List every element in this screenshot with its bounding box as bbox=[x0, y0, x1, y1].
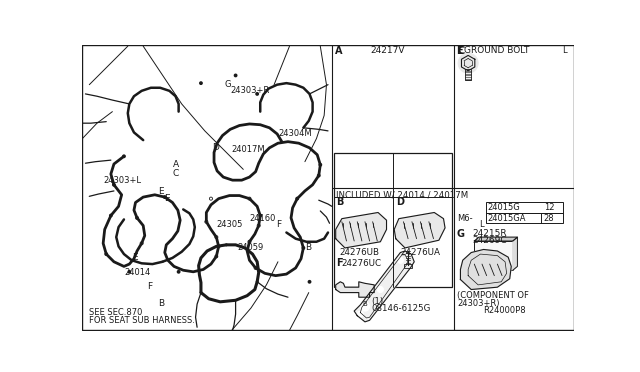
Text: B: B bbox=[305, 243, 311, 252]
Text: B: B bbox=[336, 197, 343, 207]
Text: INCLUDED W/ 24014 / 24017M: INCLUDED W/ 24014 / 24017M bbox=[336, 190, 468, 199]
Circle shape bbox=[127, 270, 131, 274]
Text: 24015G: 24015G bbox=[488, 203, 520, 212]
Text: 24303+R: 24303+R bbox=[230, 86, 269, 95]
Circle shape bbox=[163, 195, 166, 199]
Circle shape bbox=[177, 270, 180, 274]
Text: 24015GA: 24015GA bbox=[488, 214, 526, 223]
Text: SEE SEC.870: SEE SEC.870 bbox=[90, 308, 143, 317]
Bar bbox=[474, 241, 513, 270]
Text: G: G bbox=[456, 230, 465, 240]
Text: B: B bbox=[363, 301, 367, 307]
Text: E: E bbox=[159, 187, 164, 196]
Text: (1): (1) bbox=[371, 297, 383, 306]
Text: E: E bbox=[132, 253, 137, 262]
Circle shape bbox=[397, 257, 403, 263]
Circle shape bbox=[104, 252, 108, 256]
Text: 24303+R): 24303+R) bbox=[458, 299, 500, 308]
Circle shape bbox=[214, 254, 218, 258]
Text: 24276UB: 24276UB bbox=[340, 248, 380, 257]
Polygon shape bbox=[336, 212, 387, 248]
Circle shape bbox=[112, 183, 116, 187]
Text: 24276UC: 24276UC bbox=[342, 259, 382, 268]
Text: 24305: 24305 bbox=[216, 220, 243, 229]
Text: 24304M: 24304M bbox=[278, 129, 312, 138]
Circle shape bbox=[488, 250, 499, 261]
Text: 24276UA: 24276UA bbox=[401, 248, 440, 257]
Circle shape bbox=[109, 214, 113, 218]
Text: GROUND BOLT: GROUND BOLT bbox=[464, 46, 530, 55]
Text: R24000P8: R24000P8 bbox=[484, 307, 526, 315]
Polygon shape bbox=[461, 55, 475, 71]
Circle shape bbox=[317, 174, 321, 177]
Text: C: C bbox=[458, 46, 465, 56]
Circle shape bbox=[378, 286, 383, 293]
Text: A: A bbox=[335, 46, 342, 56]
Circle shape bbox=[259, 214, 262, 218]
Text: 24017M: 24017M bbox=[232, 145, 266, 154]
Bar bbox=[486, 202, 563, 212]
Circle shape bbox=[301, 246, 305, 250]
Circle shape bbox=[122, 154, 126, 158]
Text: L: L bbox=[479, 220, 484, 229]
Polygon shape bbox=[474, 237, 517, 241]
Text: (COMPONENT OF: (COMPONENT OF bbox=[458, 291, 529, 300]
Circle shape bbox=[295, 197, 299, 201]
Text: 24215R: 24215R bbox=[473, 230, 508, 238]
Text: 24303+L: 24303+L bbox=[103, 176, 141, 185]
Text: M6-: M6- bbox=[458, 214, 473, 223]
Circle shape bbox=[255, 92, 259, 96]
Polygon shape bbox=[460, 250, 511, 289]
Text: D: D bbox=[212, 143, 220, 152]
Circle shape bbox=[308, 280, 312, 284]
Circle shape bbox=[199, 81, 203, 85]
Text: C: C bbox=[172, 169, 179, 179]
Text: 12: 12 bbox=[543, 203, 554, 212]
Text: FOR SEAT SUB HARNESS.: FOR SEAT SUB HARNESS. bbox=[90, 316, 195, 325]
Text: F: F bbox=[336, 258, 342, 268]
Circle shape bbox=[234, 74, 237, 77]
Polygon shape bbox=[354, 251, 414, 322]
Bar bbox=[486, 212, 563, 223]
Circle shape bbox=[360, 302, 369, 311]
Text: 24160: 24160 bbox=[250, 214, 276, 223]
Polygon shape bbox=[336, 282, 374, 297]
Circle shape bbox=[357, 311, 364, 317]
Text: F: F bbox=[147, 282, 152, 291]
Text: 24014: 24014 bbox=[124, 268, 150, 277]
Bar bbox=[334, 153, 452, 287]
Polygon shape bbox=[513, 237, 517, 270]
Text: 24059: 24059 bbox=[237, 243, 264, 252]
Text: E: E bbox=[164, 194, 170, 203]
Text: 24269C: 24269C bbox=[472, 235, 507, 245]
Text: E: E bbox=[456, 46, 463, 56]
Text: G: G bbox=[225, 80, 231, 89]
Text: 28: 28 bbox=[543, 214, 554, 223]
Circle shape bbox=[458, 53, 478, 73]
Bar bbox=[404, 264, 412, 268]
Text: D: D bbox=[396, 197, 404, 207]
Circle shape bbox=[318, 163, 322, 167]
Text: A: A bbox=[172, 160, 179, 169]
Text: F: F bbox=[276, 220, 281, 229]
Polygon shape bbox=[394, 212, 445, 248]
Bar bbox=[465, 69, 471, 80]
Text: 24217V: 24217V bbox=[371, 46, 405, 55]
Text: B: B bbox=[159, 299, 164, 308]
Text: 08146-6125G: 08146-6125G bbox=[371, 304, 431, 313]
Text: L: L bbox=[562, 46, 566, 55]
